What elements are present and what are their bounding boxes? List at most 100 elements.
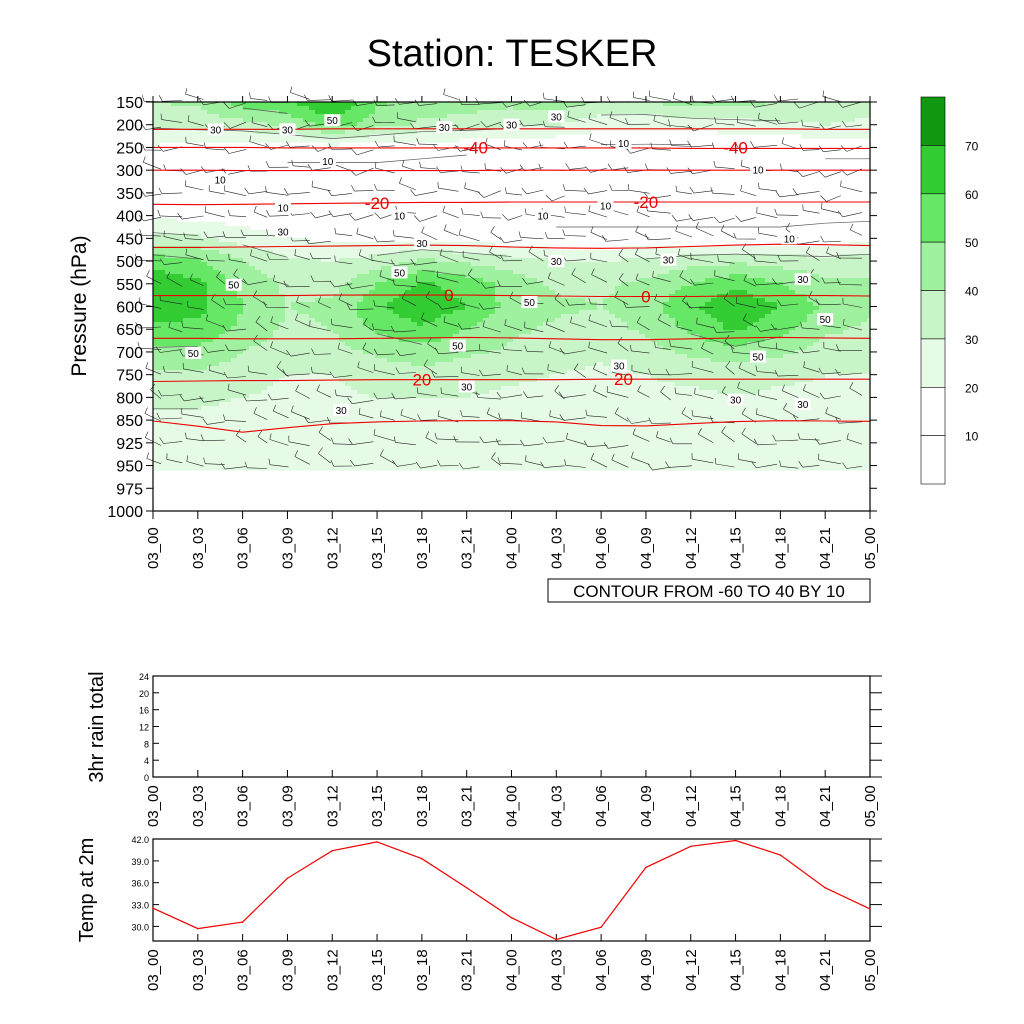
wind-barb-feather [849,382,854,389]
wind-barb-feather [227,383,230,390]
wind-barb-shaft [648,238,671,241]
wind-barb-shaft [656,436,671,443]
wind-barb-feather [346,303,351,310]
temp-2m-point [555,938,558,941]
humidity-shade-cell [795,290,871,295]
humidity-contour-label: 50 [188,349,200,360]
wind-barb-shaft [467,274,480,284]
wind-barb-feather [523,391,528,398]
wind-barb-shaft [753,145,778,148]
wind-barb-feather [482,320,485,327]
humidity-shade-cell [201,246,256,251]
humidity-shade-cell [609,310,664,315]
humidity-shade-cell [759,390,871,395]
humidity-shade-cell [369,114,448,119]
humidity-shade-cell [375,286,412,291]
humidity-shade-cell [771,310,814,315]
wind-barb-feather [524,208,527,215]
wind-barb-feather [410,258,416,266]
wind-barb-shaft [675,230,693,238]
wind-barb-feather [410,122,415,129]
humidity-shade-cell [153,134,304,139]
wind-barb-shaft [520,237,544,240]
wind-barb-shaft [632,434,650,442]
wind-barb-shaft [402,165,416,171]
humidity-shade-cell [393,298,460,303]
wind-barb-shaft [186,142,204,147]
wind-barb-shaft [524,443,544,447]
wind-barb-shaft [312,257,331,259]
wind-barb-feather [202,418,208,425]
humidity-shade-cell [585,298,604,303]
wind-barb-shaft [205,148,225,151]
wind-barb-shaft [397,118,416,123]
wind-barb-feather [421,226,425,233]
wind-barb-shaft [676,326,693,332]
humidity-shade-cell [807,314,871,319]
humidity-shade-cell [813,302,871,307]
wind-barb-feather [295,313,299,321]
wind-barb-shaft [489,251,502,259]
wind-barb-feather [781,137,784,144]
wind-barb-feather [276,360,282,368]
wind-barb-feather [419,161,422,168]
wind-barb-feather [185,88,187,95]
main-y-tick-label: 975 [116,481,143,498]
humidity-shade-cell [705,310,772,315]
humidity-shade-cell [153,314,202,319]
wind-barb-shaft [850,229,863,236]
wind-barb-shaft [588,211,608,218]
humidity-shade-cell [285,374,334,379]
wind-barb-feather [199,396,204,403]
wind-barb-feather [140,190,146,197]
wind-barb-feather [548,341,552,348]
wind-barb-shaft [421,232,438,241]
wind-barb-shaft [477,397,501,400]
humidity-shade-cell [273,382,346,387]
humidity-shade-cell [483,318,556,323]
wind-barb-shaft [822,96,841,102]
humidity-shade-cell [417,118,580,123]
wind-barb-feather [564,459,566,466]
humidity-contour-label: 50 [394,268,406,279]
humidity-shade-cell [741,394,871,399]
series-x-tick-label: 04_21 [817,785,834,827]
wind-barb-feather [523,99,530,107]
temp-2m-point [824,887,826,889]
wind-barb-shaft [216,276,225,285]
wind-barb-feather [637,385,641,392]
wind-barb-feather [338,293,342,300]
wind-barb-feather [713,161,716,168]
humidity-shade-cell [183,274,226,279]
wind-barb-feather [334,255,336,262]
wind-barb-shaft [564,190,586,192]
humidity-shade-cell [459,330,532,335]
wind-barb-shaft [209,190,225,195]
humidity-shade-cell [183,318,238,323]
wind-barb-feather [655,248,657,255]
colorbar-box [920,145,946,195]
humidity-shade-cell [483,278,538,283]
wind-barb-shaft [802,171,820,177]
wind-barb-shaft [738,459,756,463]
wind-barb-shaft [379,275,395,282]
wind-barb-feather [223,298,227,305]
wind-barb-shaft [257,436,268,444]
temp-2m-point [779,854,782,856]
wind-barb-feather [159,437,164,444]
wind-barb-feather [628,184,630,191]
wind-barb-shaft [441,306,459,310]
humidity-shade-cell [639,330,688,335]
humidity-label-background [458,380,475,393]
humidity-shade-cell [153,394,250,399]
humidity-shade-cell [375,106,508,111]
wind-barb-shaft [161,394,183,397]
wind-barb-feather [701,342,705,349]
wind-barb-feather [460,410,463,417]
humidity-contour-label: 30 [797,400,809,411]
wind-barb-feather [593,384,597,391]
series-x-tick-label: 04_15 [728,785,745,827]
humidity-shade-cell [279,282,346,287]
humidity-shade-cell [717,390,760,395]
wind-barb-feather [805,246,810,253]
